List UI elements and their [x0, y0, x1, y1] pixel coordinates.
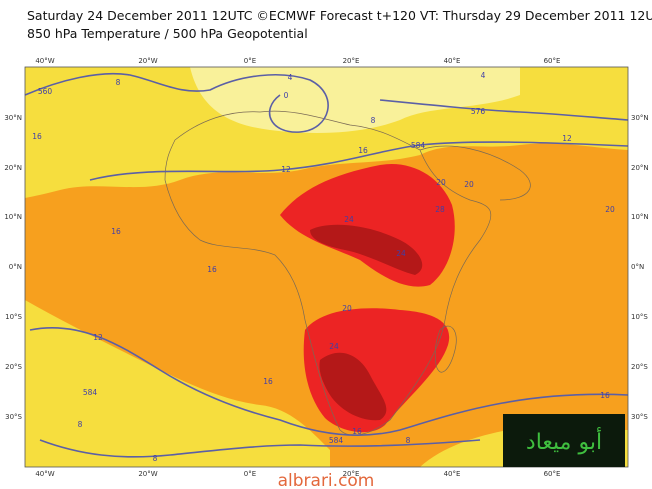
africa-outline	[164, 110, 492, 436]
contour-label: 12	[281, 165, 291, 174]
contour-label: 24	[329, 342, 339, 351]
contour-label: 576	[471, 107, 486, 116]
contour-label: 20	[436, 178, 446, 187]
contours	[24, 72, 629, 458]
map-field	[25, 67, 628, 467]
contour-line	[379, 99, 629, 121]
contour-label: 20	[342, 304, 352, 313]
latitude-label: 20°N	[631, 164, 649, 172]
contour-label: 12	[93, 333, 103, 342]
latitude-label: 30°S	[631, 413, 648, 421]
contour-label: 12	[562, 134, 572, 143]
latitude-label: 20°N	[4, 164, 22, 172]
latitude-label: 10°S	[5, 313, 22, 321]
latitude-label: 30°N	[631, 114, 649, 122]
contour-label: 8	[406, 436, 411, 445]
contour-label: 16	[263, 377, 273, 386]
contour-line	[89, 141, 629, 181]
contour-label: 584	[411, 141, 426, 150]
longitude-label: 60°E	[544, 57, 561, 65]
contour-label: 16	[358, 146, 368, 155]
contour-label: 560	[38, 87, 53, 96]
longitude-label: 20°W	[138, 57, 157, 65]
contour-label: 4	[481, 71, 486, 80]
contour-label: 0	[284, 91, 289, 100]
very-hot-south	[319, 352, 387, 421]
latitude-label: 30°S	[5, 413, 22, 421]
contour-label: 8	[371, 116, 376, 125]
longitude-label: 20°W	[138, 470, 157, 478]
cold-field	[190, 67, 520, 133]
contour-label: 16	[111, 227, 121, 236]
coastlines	[164, 110, 531, 436]
latitude-label: 0°N	[631, 263, 644, 271]
contour-line	[24, 72, 329, 133]
latitude-label: 0°N	[9, 263, 22, 271]
longitude-label: 60°E	[544, 470, 561, 478]
contour-label: 20	[464, 180, 474, 189]
map-title: Saturday 24 December 2011 12UTC ©ECMWF F…	[27, 8, 652, 23]
contour-label: 16	[352, 427, 362, 436]
longitude-label: 40°W	[35, 57, 54, 65]
latitude-label: 20°S	[5, 363, 22, 371]
contour-line	[29, 326, 629, 436]
latitude-label: 10°N	[4, 213, 22, 221]
longitude-label: 20°E	[343, 470, 360, 478]
latitude-label: 20°S	[631, 363, 648, 371]
contour-label: 28	[435, 205, 445, 214]
watermark: albrari.com	[278, 471, 375, 489]
contour-line	[39, 439, 481, 458]
contour-label: 16	[207, 265, 217, 274]
latitude-label: 10°S	[631, 313, 648, 321]
logo-box	[503, 414, 625, 467]
contour-label: 24	[396, 249, 406, 258]
map-frame	[24, 66, 629, 468]
contour-label: 8	[116, 78, 121, 87]
contour-label: 4	[288, 73, 293, 82]
arabia-outline	[419, 145, 531, 201]
madagascar-outline	[434, 325, 457, 373]
map-labels: 40°W 40°W 20°W 20°W 0°E 0°E 20°E 20°E 40°E 40°E 60…	[4, 57, 648, 478]
longitude-label: 40°W	[35, 470, 54, 478]
contour-label: 584	[83, 388, 98, 397]
contour-label: 16	[600, 391, 610, 400]
contour-label: 584	[329, 436, 344, 445]
longitude-label: 40°E	[444, 57, 461, 65]
very-hot-north	[310, 224, 423, 275]
map-subtitle: 850 hPa Temperature / 500 hPa Geopotenti…	[27, 26, 308, 41]
contour-label: 8	[153, 454, 158, 463]
contour-label: 24	[344, 215, 354, 224]
cool-field-south	[25, 300, 330, 467]
logo-text: أبو ميعاد	[526, 427, 602, 455]
longitude-label: 0°E	[244, 57, 256, 65]
contour-label: 20	[605, 205, 615, 214]
latitude-label: 30°N	[4, 114, 22, 122]
contour-label: 8	[78, 420, 83, 429]
contour-label: 16	[32, 132, 42, 141]
longitude-label: 20°E	[343, 57, 360, 65]
longitude-label: 40°E	[444, 470, 461, 478]
latitude-label: 10°N	[631, 213, 649, 221]
longitude-label: 0°E	[244, 470, 256, 478]
